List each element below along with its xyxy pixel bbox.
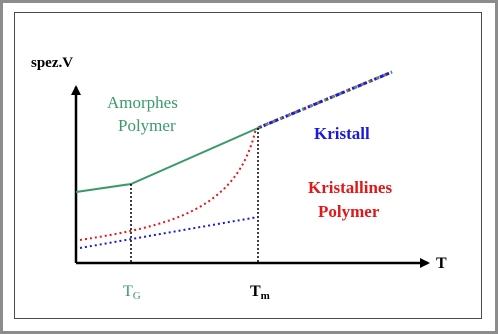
tg-label: TG (123, 283, 141, 302)
tg-label-sub: G (133, 290, 141, 302)
crystalline-baseline (79, 216, 259, 249)
crystalline-label-line1: Kristallines (308, 178, 392, 197)
tm-label: Tm (250, 283, 270, 302)
inner-frame (14, 12, 482, 319)
tm-label-main: T (250, 283, 261, 300)
amorphous-label-line2: Polymer (118, 116, 176, 135)
x-axis-label: T (436, 255, 447, 272)
tm-label-sub: m (261, 290, 270, 302)
tg-label-main: T (123, 283, 133, 300)
crystal-label: Kristall (314, 124, 370, 143)
crystal-line-overlay (257, 70, 393, 130)
y-axis-label: spez.V (31, 55, 73, 71)
crystallization-transition-curve (79, 127, 257, 241)
crystalline-label-line2: Polymer (318, 202, 380, 221)
amorphous-label-line1: Amorphes (107, 93, 178, 112)
